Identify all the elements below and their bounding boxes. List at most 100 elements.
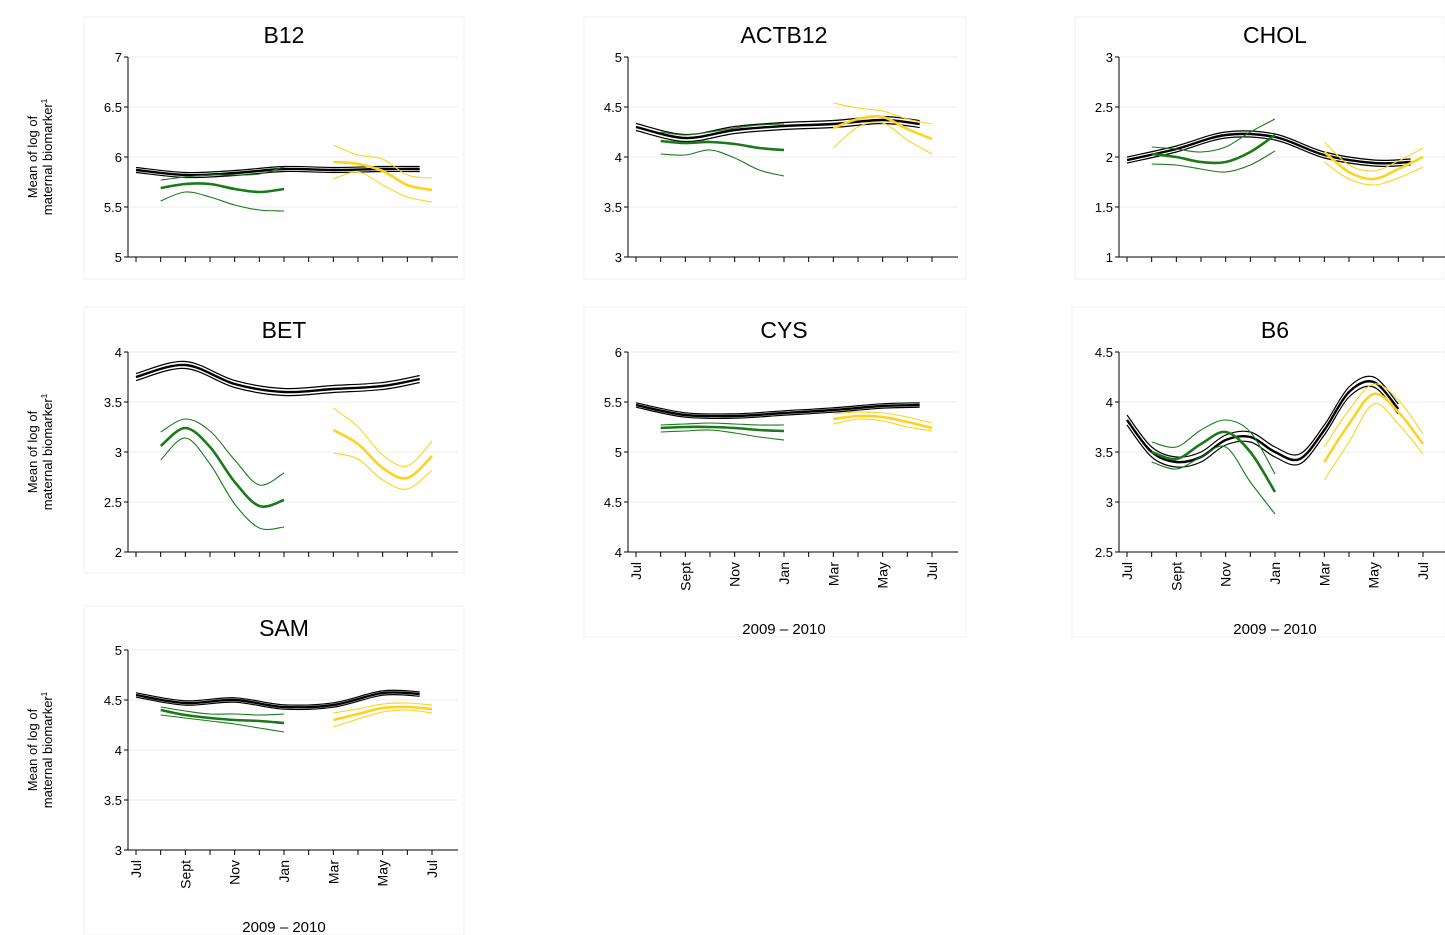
x-tick-label: May <box>875 562 891 588</box>
y-tick-label: 4 <box>115 345 122 360</box>
group_b-ci-upper <box>333 144 433 179</box>
group_b-ci-upper <box>1323 141 1424 172</box>
group_a-ci-upper <box>160 706 285 716</box>
y-axis-label: maternal biomarker1 <box>40 98 55 215</box>
x-tick-label: Sept <box>1168 562 1184 591</box>
overall-mean-line <box>135 167 420 177</box>
x-axis-label: 2009 – 2010 <box>242 919 325 935</box>
y-tick-label: 3 <box>1106 50 1113 65</box>
group_b-ci-upper <box>833 411 933 424</box>
y-axis-label-main: maternal biomarker <box>40 696 55 809</box>
overall-ci-upper <box>1126 130 1411 161</box>
x-tick-label: Mar <box>325 860 341 884</box>
overall-mean-line <box>635 403 920 418</box>
y-axis-label-main: maternal biomarker <box>40 398 55 511</box>
group_a-ci-lower <box>1151 445 1276 515</box>
group_a-ci-lower <box>660 149 785 177</box>
x-tick-label: Nov <box>1218 562 1234 587</box>
y-tick-label: 4 <box>1106 395 1113 410</box>
x-axis-label: 2009 – 2010 <box>742 621 825 638</box>
panel-title: CYS <box>760 317 807 343</box>
group_a-mean-line <box>1151 133 1276 165</box>
overall-ci-lower <box>1126 385 1399 468</box>
overall-ci-upper <box>135 360 420 390</box>
y-tick-label: 2.5 <box>1095 100 1113 115</box>
y-tick-label: 4.5 <box>104 693 122 708</box>
x-tick-label: Jul <box>424 860 440 878</box>
group_a-mean-line <box>160 182 285 194</box>
x-tick-label: Jul <box>924 562 940 580</box>
y-tick-label: 7 <box>115 50 122 65</box>
panel-b6: B6 2.5 3 3.5 4 4.5 Jul Sept Nov Jan Mar May Jul 2009 … <box>1071 306 1445 638</box>
panel-frame <box>1074 16 1445 280</box>
group_b-ci-lower <box>832 121 933 155</box>
group_a-ci-lower <box>1151 150 1276 173</box>
y-tick-label: 5.5 <box>604 395 622 410</box>
y-tick-label: 3 <box>1106 495 1113 510</box>
overall-ci-lower <box>635 406 920 420</box>
overall-ci-lower <box>135 367 420 397</box>
panel-b12: B12 5 5.5 6 6.5 7 Mean of log of maternal bioma… <box>25 16 465 280</box>
group_a-ci-upper <box>160 166 285 181</box>
group_b-mean-line <box>833 414 933 430</box>
overall-mean-line <box>635 118 920 140</box>
y-tick-label: 2 <box>1106 150 1113 165</box>
x-tick-label: Nov <box>227 860 243 885</box>
panel-chol: CHOL 1 1.5 2 2.5 3 <box>1074 16 1445 280</box>
y-axis-label: Mean of log of <box>25 410 40 493</box>
overall-ci-upper <box>135 165 420 174</box>
group_b-ci-upper <box>1323 383 1424 448</box>
group_b-mean-line <box>332 705 433 722</box>
panel-frame <box>583 16 967 280</box>
group_b-ci-lower <box>1323 161 1424 186</box>
y-axis-label: Mean of log of <box>25 708 40 791</box>
y-tick-label: 3.5 <box>604 200 622 215</box>
group_a-ci-upper <box>1151 419 1276 475</box>
group_b-ci-lower <box>833 418 933 432</box>
x-tick-label: Jul <box>1415 562 1431 580</box>
y-axis-label: maternal biomarker1 <box>40 393 55 510</box>
group_a-ci-upper <box>1151 118 1276 153</box>
overall-ci-upper <box>635 402 920 415</box>
group_a-ci-lower <box>160 714 285 733</box>
x-axis-label: 2009 – 2010 <box>1233 621 1316 638</box>
y-tick-label: 3 <box>115 843 122 858</box>
panel-title: B12 <box>264 22 305 48</box>
panel-frame <box>83 306 465 574</box>
panel-sam: SAM 3 3.5 4 4.5 5 Jul Sept Nov Jan Mar May Jul 2009 –… <box>25 605 465 935</box>
x-tick-label: Jul <box>1119 562 1135 580</box>
y-tick-label: 3 <box>115 445 122 460</box>
x-tick-label: Jul <box>628 562 644 580</box>
group_b-ci-lower <box>1323 403 1424 481</box>
y-tick-label: 2.5 <box>104 495 122 510</box>
group_a-ci-upper <box>660 123 785 136</box>
group_a-ci-upper <box>660 422 785 426</box>
y-tick-label: 3.5 <box>104 793 122 808</box>
y-axis-label: Mean of log of <box>25 115 40 198</box>
x-tick-label: May <box>375 860 391 886</box>
group_a-mean-line <box>159 426 285 508</box>
y-tick-label: 5.5 <box>104 200 122 215</box>
x-tick-label: Sept <box>677 562 693 591</box>
group_a-ci-lower <box>160 191 285 212</box>
y-tick-label: 3.5 <box>1095 445 1113 460</box>
x-tick-label: Nov <box>727 562 743 587</box>
group_a-mean-line <box>660 425 785 433</box>
group_a-mean-line <box>1151 430 1277 493</box>
y-tick-label: 6 <box>115 150 122 165</box>
x-tick-label: Mar <box>1316 562 1332 586</box>
y-axis-label-superscript: 1 <box>40 393 49 398</box>
panel-title: CHOL <box>1243 22 1307 48</box>
panel-title: SAM <box>259 615 309 641</box>
y-tick-label: 4 <box>615 150 622 165</box>
x-tick-label: Jul <box>128 860 144 878</box>
x-tick-label: Jan <box>276 860 292 883</box>
x-tick-label: Jan <box>1267 562 1283 585</box>
panel-bet: BET 2 2.5 3 3.5 4 Mean of log of maternal bioma… <box>25 306 465 574</box>
group_b-mean-line <box>1323 150 1424 181</box>
group_a-mean-line <box>160 708 285 725</box>
group_b-mean-line <box>333 160 433 192</box>
group_b-ci-lower <box>333 171 433 203</box>
y-tick-label: 5 <box>115 643 122 658</box>
y-tick-label: 3.5 <box>104 395 122 410</box>
